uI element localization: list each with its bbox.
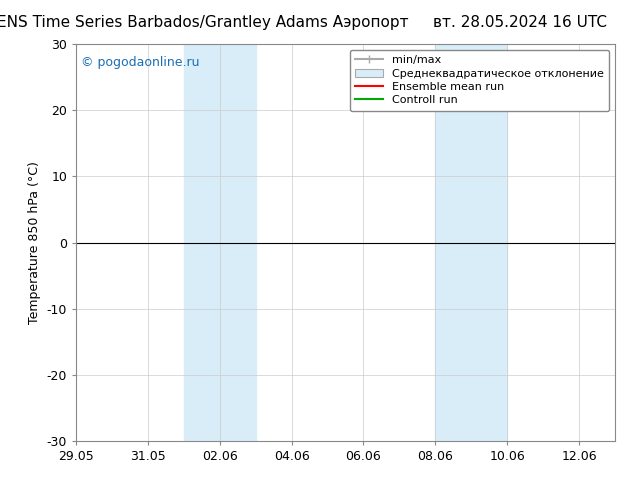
Text: ENS Time Series Barbados/Grantley Adams Аэропорт: ENS Time Series Barbados/Grantley Adams …	[0, 15, 409, 30]
Text: вт. 28.05.2024 16 UTC: вт. 28.05.2024 16 UTC	[433, 15, 607, 30]
Bar	[184, 44, 256, 441]
Text: © pogodaonline.ru: © pogodaonline.ru	[81, 56, 200, 69]
Bar	[436, 44, 507, 441]
Y-axis label: Temperature 850 hPa (°C): Temperature 850 hPa (°C)	[28, 161, 41, 324]
Legend: min/max, Среднеквадратическое отклонение, Ensemble mean run, Controll run: min/max, Среднеквадратическое отклонение…	[350, 49, 609, 111]
